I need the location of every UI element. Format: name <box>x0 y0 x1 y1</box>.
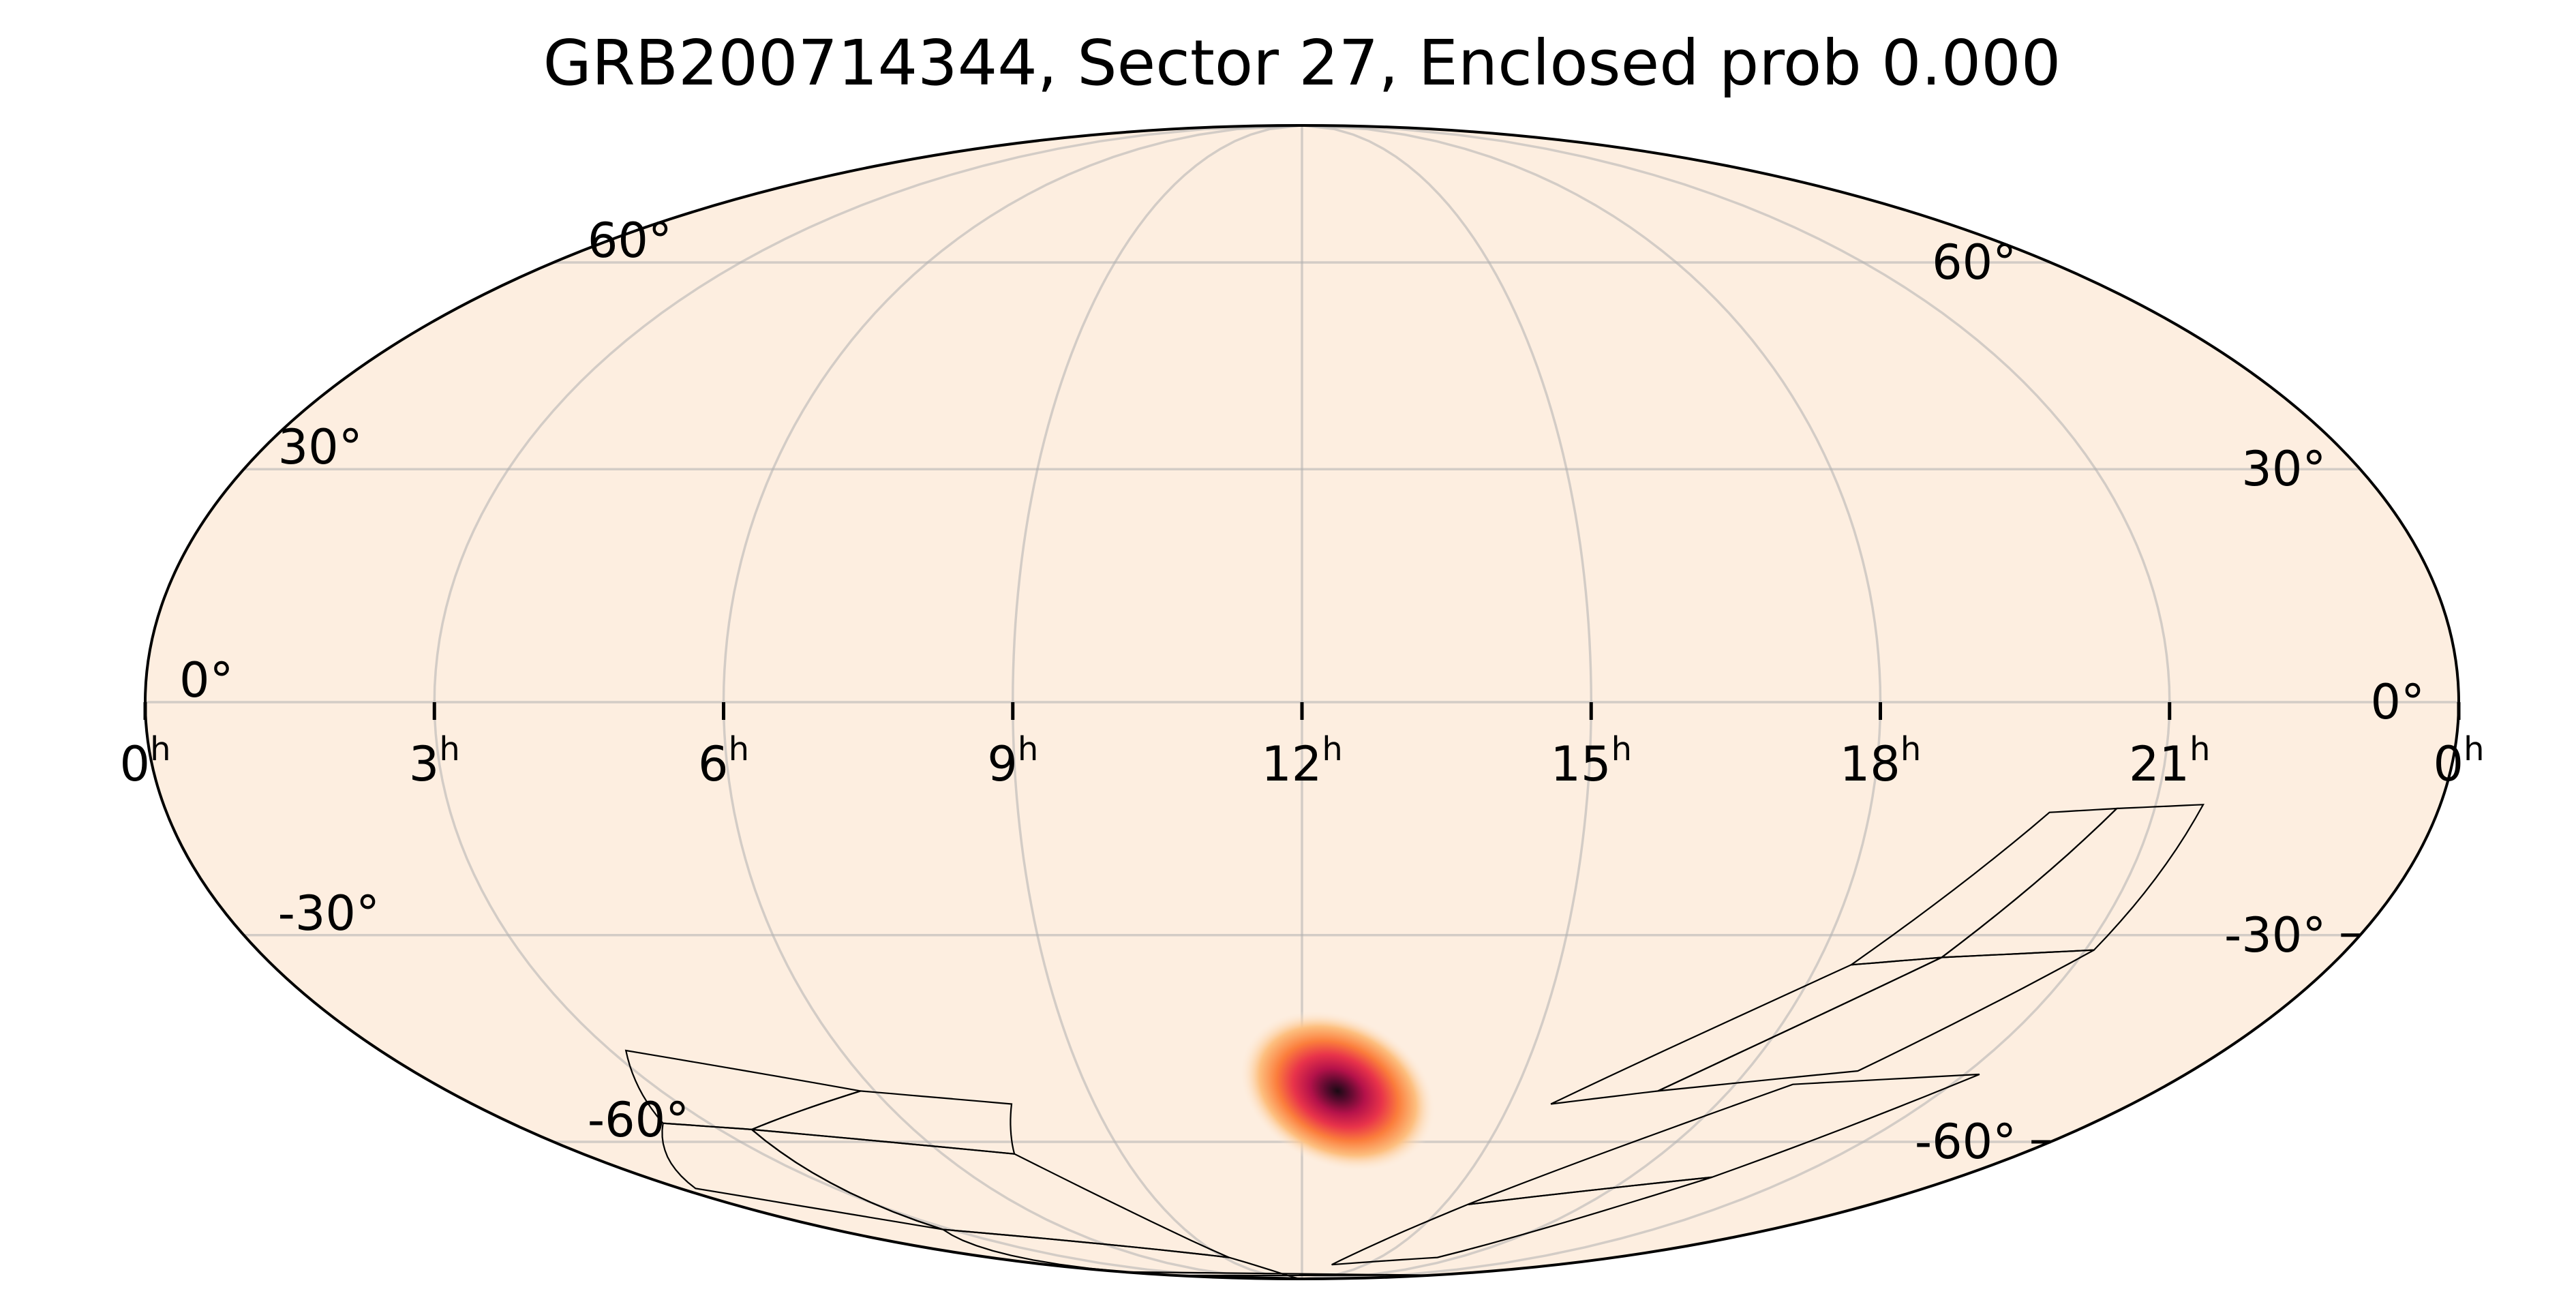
probability-heatmap <box>1239 1010 1436 1172</box>
dec-tick-label-left: 60° <box>1932 235 2016 290</box>
ra-tick-label: 0h <box>120 730 171 792</box>
ccd-footprint <box>661 1122 943 1230</box>
ra-tick-label: 6h <box>698 730 749 792</box>
ra-tick-label: 9h <box>987 730 1038 792</box>
ra-tick-label: 15h <box>1551 730 1633 792</box>
chart-title: GRB200714344, Sector 27, Enclosed prob 0… <box>543 27 2061 100</box>
axis-ticks <box>143 702 2461 1144</box>
dec-tick-label-right: 30° <box>278 419 363 475</box>
dec-tick-label-right: -60° <box>588 1092 689 1148</box>
dec-tick-label-left: -60° <box>1915 1114 2016 1170</box>
ra-tick-label: 3h <box>409 730 460 792</box>
dec-tick-label-left: -30° <box>2224 907 2326 963</box>
ra-tick-label: 18h <box>1840 730 1922 792</box>
ccd-footprint <box>1550 956 1942 1105</box>
ra-tick-label: 21h <box>2129 730 2211 792</box>
dec-tick-label-left: 0° <box>2370 674 2425 730</box>
dec-tick-label-right: 60° <box>588 213 672 269</box>
dec-tick-label-right: 0° <box>179 652 234 708</box>
sector-footprints <box>624 804 2205 1279</box>
axis-labels: 0h 21h 18h 15h 12h 9h 6h 3h 0h 60° 30° 0° -30° -60° 60… <box>120 213 2485 1170</box>
ccd-footprint <box>1331 1176 1712 1266</box>
ra-tick-label: 0h <box>2434 730 2485 792</box>
localization-probability-blob <box>1239 1010 1436 1172</box>
dec-tick-label-right: -30° <box>278 886 380 941</box>
ra-tick-label: 12h <box>1261 730 1343 792</box>
dec-tick-label-left: 30° <box>2241 441 2326 497</box>
